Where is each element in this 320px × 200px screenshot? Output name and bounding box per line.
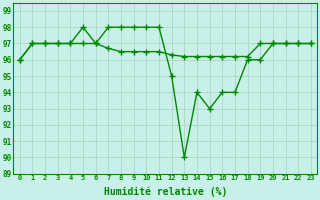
X-axis label: Humidité relative (%): Humidité relative (%) — [104, 187, 227, 197]
